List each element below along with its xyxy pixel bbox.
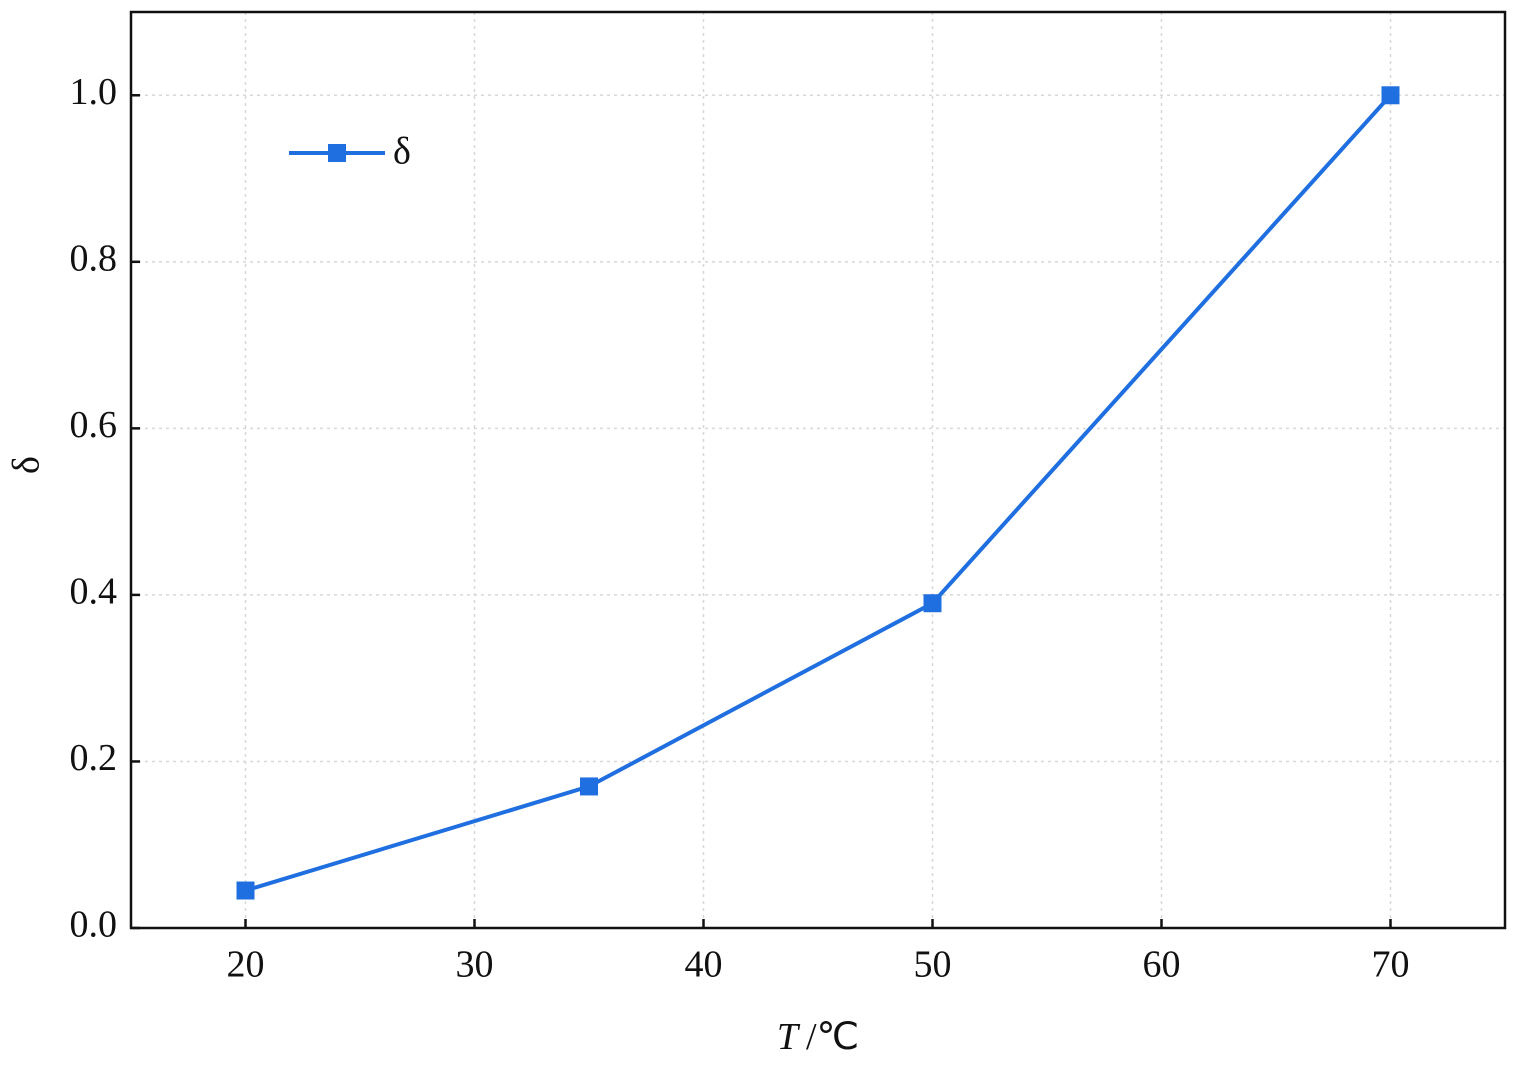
x-tick-label: 50 (914, 944, 952, 986)
y-tick-label: 0.4 (70, 571, 118, 613)
data-point (236, 881, 255, 900)
x-tick-label: 70 (1372, 944, 1410, 986)
data-line (244, 93, 1392, 893)
x-axis-variable: T (777, 1016, 801, 1058)
x-axis-unit: /℃ (806, 1016, 859, 1058)
x-tick-label: 20 (227, 944, 265, 986)
x-tick-label: 40 (685, 944, 723, 986)
data-point (1381, 86, 1400, 105)
y-tick-label: 0.0 (70, 904, 118, 946)
y-tick-label: 1.0 (70, 71, 118, 113)
x-axis-label: T/℃ (777, 1016, 859, 1058)
y-tick-label: 0.2 (70, 737, 118, 779)
plot-frame (129, 10, 1507, 930)
legend-label: δ (393, 131, 411, 173)
x-tick-label: 30 (456, 944, 494, 986)
data-point (580, 777, 598, 796)
legend-marker (328, 144, 346, 162)
y-tick-label: 0.6 (70, 404, 118, 446)
x-tick-label: 60 (1143, 944, 1181, 986)
y-tick-label: 0.8 (70, 238, 118, 280)
y-axis-label: δ (6, 456, 48, 474)
data-point (923, 594, 942, 613)
